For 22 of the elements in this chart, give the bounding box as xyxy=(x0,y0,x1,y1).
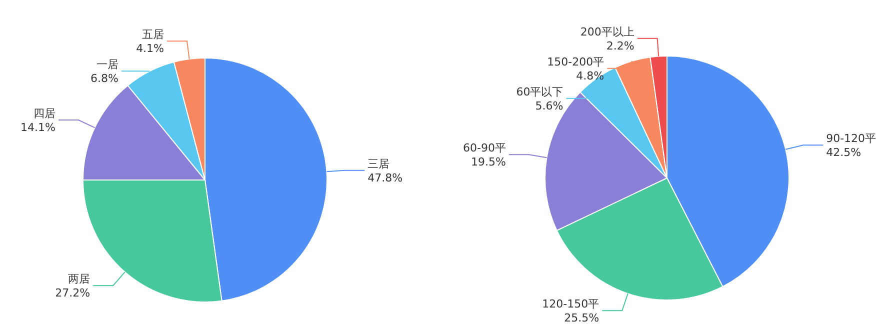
slice-label: 60-90平 xyxy=(463,142,506,155)
data-label: 19.5% xyxy=(471,156,506,169)
slice-label: 150-200平 xyxy=(547,55,604,68)
data-label: 14.1% xyxy=(20,120,56,134)
slice-label: 三居 xyxy=(368,157,390,170)
data-label: 25.5% xyxy=(564,312,600,325)
slice-label: 两居 xyxy=(68,272,90,286)
slice-label: 一居 xyxy=(96,58,118,72)
data-label: 27.2% xyxy=(55,286,90,300)
data-label: 4.8% xyxy=(576,69,604,82)
data-label: 47.8% xyxy=(368,171,403,184)
data-label: 5.6% xyxy=(535,99,564,112)
slice-label: 200平以上 xyxy=(580,25,634,38)
data-label: 2.2% xyxy=(606,39,634,52)
slice-label: 五居 xyxy=(142,28,164,42)
slice-label: 四居 xyxy=(34,106,56,120)
slice-label: 90-120平 xyxy=(826,132,876,146)
slice-label: 60平以下 xyxy=(516,85,564,98)
data-label: 4.1% xyxy=(136,42,164,56)
slice-label: 120-150平 xyxy=(542,298,600,311)
data-label: 42.5% xyxy=(826,146,862,160)
data-label: 6.8% xyxy=(90,72,118,86)
